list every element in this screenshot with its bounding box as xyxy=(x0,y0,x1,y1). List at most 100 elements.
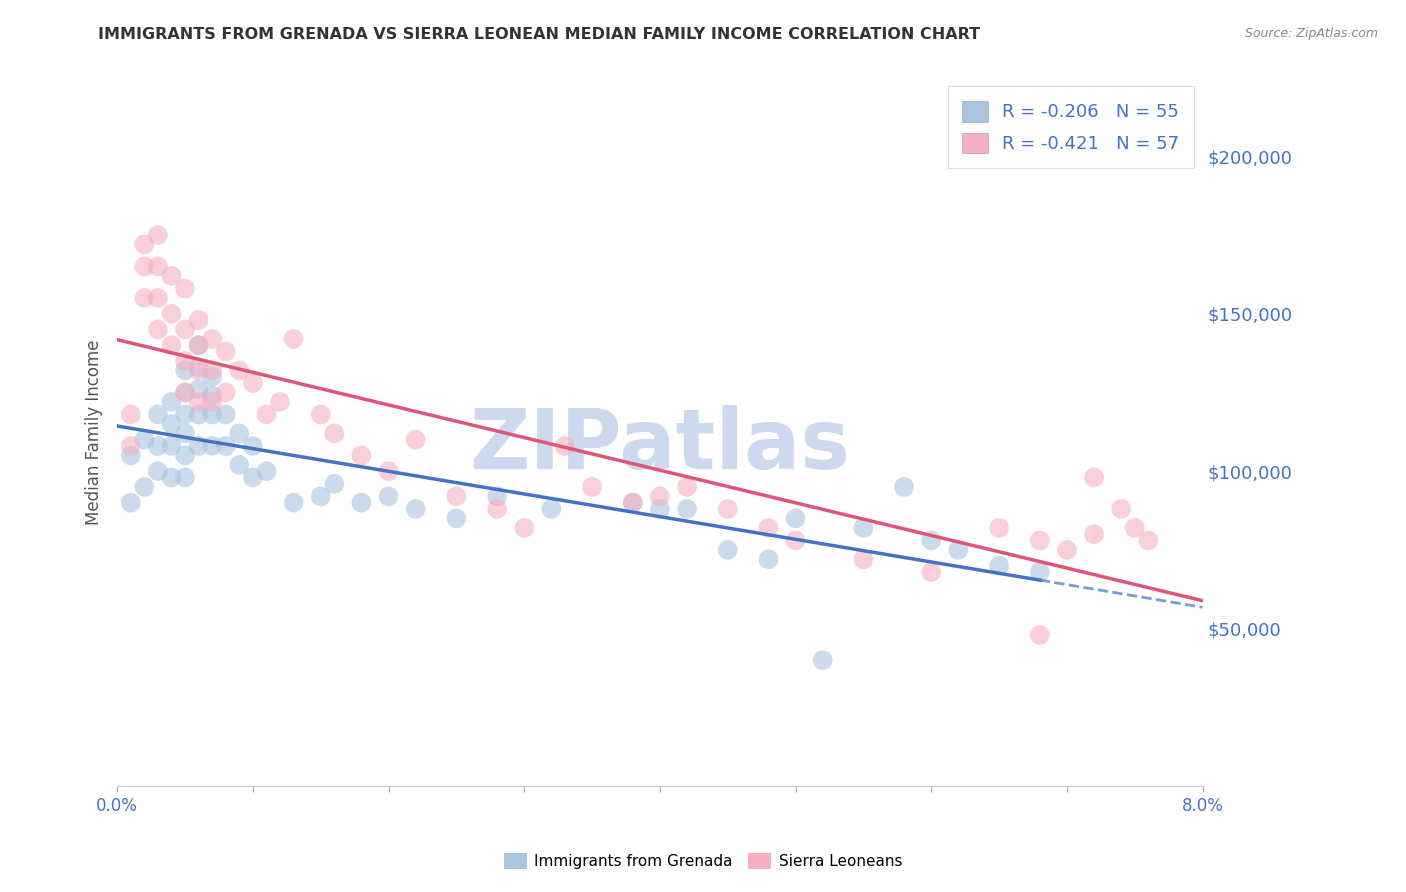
Point xyxy=(120,449,142,463)
Text: Source: ZipAtlas.com: Source: ZipAtlas.com xyxy=(1244,27,1378,40)
Point xyxy=(174,470,197,484)
Point xyxy=(215,344,238,359)
Point xyxy=(174,426,197,441)
Point xyxy=(405,433,427,447)
Point xyxy=(134,480,156,494)
Point xyxy=(283,496,305,510)
Point xyxy=(1123,521,1146,535)
Point xyxy=(201,388,224,402)
Point xyxy=(323,426,346,441)
Point xyxy=(269,395,291,409)
Point xyxy=(513,521,536,535)
Point xyxy=(377,489,399,503)
Point xyxy=(228,458,250,472)
Point xyxy=(405,502,427,516)
Point xyxy=(446,511,468,525)
Point xyxy=(621,496,644,510)
Point xyxy=(120,408,142,422)
Point xyxy=(283,332,305,346)
Point xyxy=(174,385,197,400)
Point xyxy=(676,502,699,516)
Point xyxy=(486,502,509,516)
Point xyxy=(134,237,156,252)
Point xyxy=(160,338,183,352)
Point xyxy=(187,408,209,422)
Point xyxy=(350,496,373,510)
Point xyxy=(988,558,1011,573)
Point xyxy=(146,260,169,274)
Point xyxy=(1109,502,1132,516)
Point xyxy=(201,408,224,422)
Point xyxy=(920,533,942,548)
Point xyxy=(948,542,970,557)
Point xyxy=(242,470,264,484)
Legend: Immigrants from Grenada, Sierra Leoneans: Immigrants from Grenada, Sierra Leoneans xyxy=(498,847,908,875)
Point xyxy=(228,363,250,377)
Point xyxy=(146,227,169,242)
Point xyxy=(1029,533,1052,548)
Point xyxy=(160,439,183,453)
Point xyxy=(174,322,197,336)
Point xyxy=(920,565,942,579)
Point xyxy=(717,542,740,557)
Point xyxy=(254,464,277,478)
Point xyxy=(187,338,209,352)
Point xyxy=(215,408,238,422)
Point xyxy=(120,496,142,510)
Point xyxy=(242,376,264,390)
Point xyxy=(554,439,576,453)
Point xyxy=(988,521,1011,535)
Point xyxy=(160,307,183,321)
Point xyxy=(758,521,780,535)
Legend: R = -0.206   N = 55, R = -0.421   N = 57: R = -0.206 N = 55, R = -0.421 N = 57 xyxy=(948,87,1194,168)
Point xyxy=(648,502,671,516)
Point xyxy=(350,449,373,463)
Point xyxy=(187,439,209,453)
Point xyxy=(160,417,183,431)
Y-axis label: Median Family Income: Median Family Income xyxy=(86,339,103,524)
Point xyxy=(187,360,209,375)
Point xyxy=(187,313,209,327)
Point xyxy=(1029,565,1052,579)
Point xyxy=(187,395,209,409)
Point xyxy=(309,489,332,503)
Point xyxy=(146,439,169,453)
Point xyxy=(174,449,197,463)
Point xyxy=(621,496,644,510)
Point xyxy=(187,382,209,396)
Point xyxy=(852,521,875,535)
Point xyxy=(1029,628,1052,642)
Point xyxy=(254,408,277,422)
Point xyxy=(323,476,346,491)
Point xyxy=(201,439,224,453)
Point xyxy=(160,470,183,484)
Point xyxy=(146,464,169,478)
Point xyxy=(852,552,875,566)
Point xyxy=(811,653,834,667)
Point xyxy=(758,552,780,566)
Point xyxy=(1056,542,1078,557)
Point xyxy=(1137,533,1160,548)
Point xyxy=(215,385,238,400)
Point xyxy=(174,408,197,422)
Text: ZIPatlas: ZIPatlas xyxy=(470,406,851,486)
Point xyxy=(446,489,468,503)
Point xyxy=(676,480,699,494)
Point xyxy=(146,322,169,336)
Point xyxy=(785,511,807,525)
Point xyxy=(201,332,224,346)
Point xyxy=(1083,470,1105,484)
Point xyxy=(540,502,562,516)
Point xyxy=(228,426,250,441)
Point xyxy=(134,291,156,305)
Point xyxy=(1083,527,1105,541)
Text: IMMIGRANTS FROM GRENADA VS SIERRA LEONEAN MEDIAN FAMILY INCOME CORRELATION CHART: IMMIGRANTS FROM GRENADA VS SIERRA LEONEA… xyxy=(98,27,980,42)
Point xyxy=(215,439,238,453)
Point xyxy=(201,369,224,384)
Point xyxy=(120,439,142,453)
Point xyxy=(486,489,509,503)
Point xyxy=(160,268,183,283)
Point xyxy=(893,480,915,494)
Point xyxy=(785,533,807,548)
Point xyxy=(242,439,264,453)
